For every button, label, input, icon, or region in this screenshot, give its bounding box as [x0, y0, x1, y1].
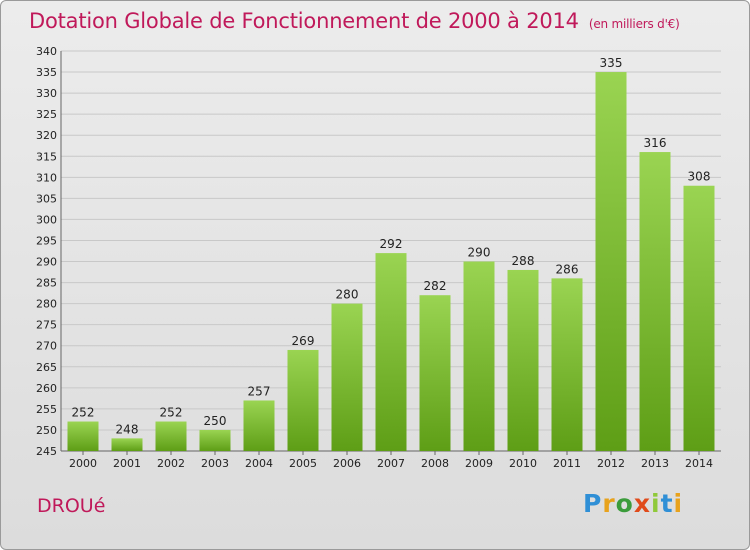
x-tick-label: 2009 [465, 457, 493, 470]
bar [551, 278, 583, 451]
bar-value-label: 248 [116, 422, 139, 436]
bar-value-label: 269 [292, 334, 315, 348]
bar-value-label: 288 [512, 254, 535, 268]
y-tick-label: 290 [36, 256, 57, 269]
bar-value-label: 335 [600, 56, 623, 70]
bar [507, 269, 539, 451]
chart-subtitle: (en milliers d'€) [588, 17, 680, 31]
x-tick-label: 2002 [157, 457, 185, 470]
bar [683, 185, 715, 451]
proxiti-logo[interactable]: Proxiti [583, 489, 684, 518]
y-tick-label: 330 [36, 87, 57, 100]
y-tick-label: 260 [36, 382, 57, 395]
x-tick-label: 2000 [69, 457, 97, 470]
bar-value-label: 292 [380, 237, 403, 251]
chart-title: Dotation Globale de Fonctionnement de 20… [29, 9, 680, 33]
bar [639, 152, 671, 452]
x-tick-label: 2011 [553, 457, 581, 470]
bar-value-label: 250 [204, 414, 227, 428]
commune-name: DROUé [37, 495, 106, 517]
bar [67, 421, 99, 451]
y-tick-label: 280 [36, 298, 57, 311]
bar-value-label: 282 [424, 279, 447, 293]
x-tick-label: 2006 [333, 457, 361, 470]
y-tick-label: 255 [36, 403, 57, 416]
bar-value-label: 308 [688, 170, 711, 184]
bar-layer: 252 248 252 250 257 269 280 292 282 290 288 286 335 3… [67, 56, 715, 452]
chart-title-text: Dotation Globale de Fonctionnement de 20… [29, 9, 579, 33]
y-tick-label: 320 [36, 129, 57, 142]
y-tick-label: 315 [36, 150, 57, 163]
bar-value-label: 316 [644, 136, 667, 150]
y-tick-label: 300 [36, 213, 57, 226]
bar [199, 429, 231, 451]
y-tick-label: 245 [36, 445, 57, 458]
bar-value-label: 257 [248, 384, 271, 398]
x-tick-label: 2005 [289, 457, 317, 470]
y-tick-label: 325 [36, 108, 57, 121]
y-tick-label: 305 [36, 192, 57, 205]
bar-value-label: 252 [160, 406, 183, 420]
y-tick-label: 285 [36, 277, 57, 290]
bar [595, 72, 627, 451]
bar [243, 400, 275, 451]
x-tick-label: 2013 [641, 457, 669, 470]
y-tick-label: 335 [36, 66, 57, 79]
bar [155, 421, 187, 451]
bar-value-label: 286 [556, 262, 579, 276]
x-tick-label: 2008 [421, 457, 449, 470]
bar [111, 438, 143, 451]
bar [331, 303, 363, 451]
y-tick-label: 250 [36, 424, 57, 437]
x-tick-label: 2003 [201, 457, 229, 470]
bar [287, 349, 319, 451]
x-tick-label: 2001 [113, 457, 141, 470]
x-tick-label: 2010 [509, 457, 537, 470]
y-tick-label: 295 [36, 234, 57, 247]
axis-layer: 245 250 255 260 265 270 275 280 285 290 295 300 305 3… [36, 45, 721, 470]
bar-value-label: 290 [468, 246, 491, 260]
y-tick-label: 265 [36, 361, 57, 374]
bar-value-label: 252 [72, 406, 95, 420]
bar [375, 253, 407, 451]
y-tick-label: 340 [36, 45, 57, 58]
bar [419, 295, 451, 451]
y-tick-label: 275 [36, 319, 57, 332]
x-tick-label: 2004 [245, 457, 273, 470]
x-tick-label: 2012 [597, 457, 625, 470]
y-tick-label: 310 [36, 171, 57, 184]
y-tick-label: 270 [36, 340, 57, 353]
x-tick-label: 2014 [685, 457, 713, 470]
bar [463, 261, 495, 451]
bar-value-label: 280 [336, 288, 359, 302]
x-tick-label: 2007 [377, 457, 405, 470]
